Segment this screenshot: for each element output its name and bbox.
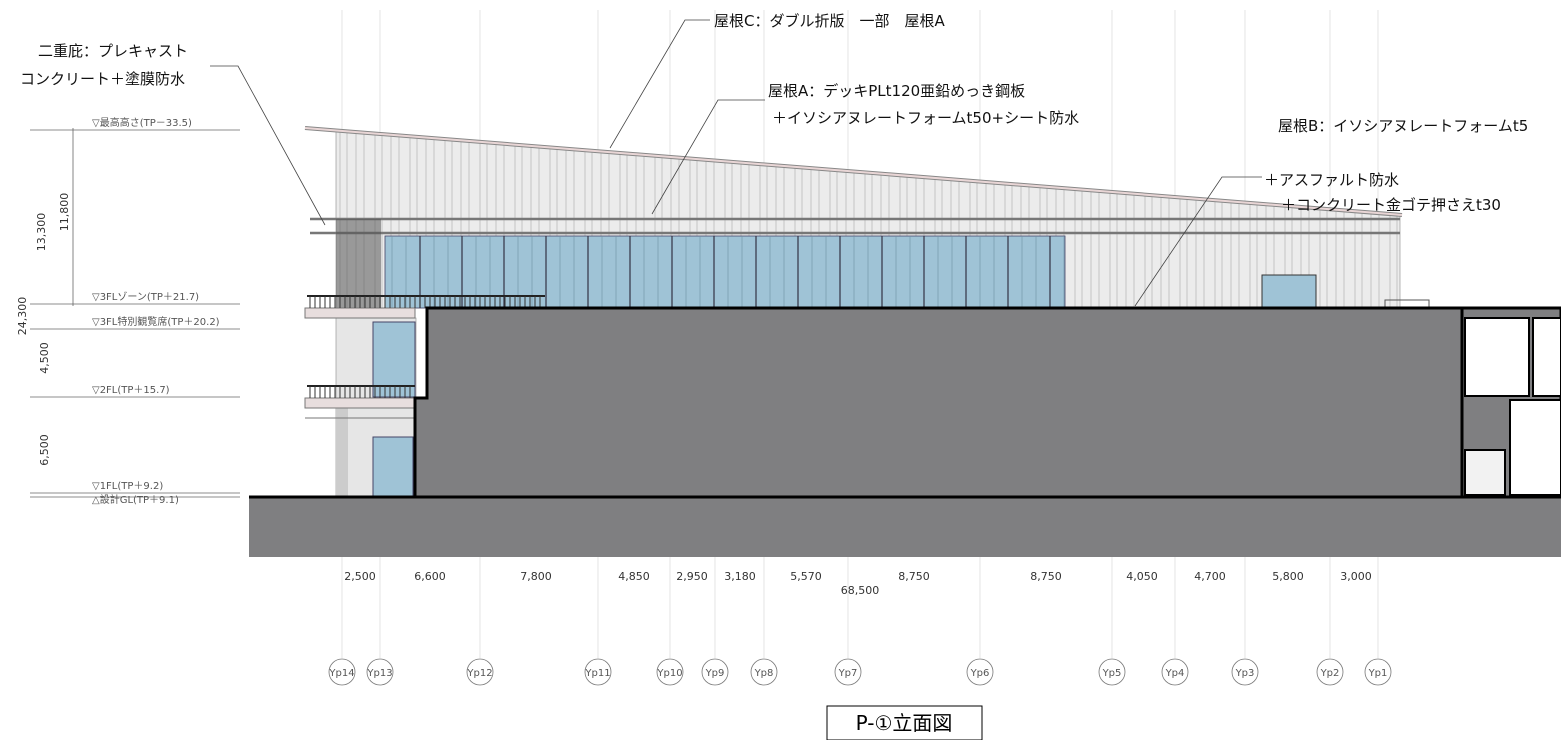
grid-bubble [1364, 658, 1392, 686]
grid-bubble [1161, 658, 1189, 686]
room [1532, 317, 1561, 397]
glazing [372, 321, 416, 398]
grid-label: Yp14 [328, 668, 354, 679]
slab [304, 307, 416, 319]
glazing [372, 436, 414, 498]
note: ＋イソシアヌレートフォームt50+シート防水 [772, 109, 1079, 127]
grid-label: Yp4 [1165, 668, 1185, 679]
grid-bubble [750, 658, 778, 686]
vertical-dimension: 4,500 [38, 342, 51, 374]
room [1464, 317, 1530, 397]
grid-label: Yp7 [838, 668, 858, 679]
grid-label: Yp13 [366, 668, 392, 679]
vertical-dimension: 6,500 [38, 434, 51, 466]
glazing [384, 235, 1066, 309]
slab [304, 397, 416, 409]
level-label: ▽2FL(TP＋15.7) [92, 385, 170, 396]
grid-bubble [328, 658, 356, 686]
horizontal-dimension: 8,750 [898, 570, 930, 583]
grid-label: Yp9 [705, 668, 725, 679]
title: P-①立面図 [856, 711, 953, 735]
level-label: ▽1FL(TP＋9.2) [92, 481, 163, 492]
room [1464, 449, 1506, 496]
horizontal-dimension: 2,500 [344, 570, 376, 583]
note: ＋コンクリート金ゴテ押さえt30 [1281, 196, 1501, 214]
grid-bubble [584, 658, 612, 686]
grid-bubble [466, 658, 494, 686]
grid-bubble [966, 658, 994, 686]
horizontal-dimension: 8,750 [1030, 570, 1062, 583]
grid-bubble [1231, 658, 1259, 686]
total-dimension: 68,500 [841, 584, 880, 597]
window [1261, 274, 1317, 309]
note: 屋根C：ダブル折版 一部 屋根A [714, 12, 945, 30]
horizontal-dimension: 6,600 [414, 570, 446, 583]
horizontal-dimension: 5,800 [1272, 570, 1304, 583]
vertical-dimension: 13,300 [35, 213, 48, 252]
grid-label: Yp6 [970, 668, 990, 679]
grid-bubble [701, 658, 729, 686]
roof-edge [304, 127, 1403, 216]
note: 屋根A：デッキPLt120亜鉛めっき鋼板 [768, 82, 1025, 100]
grid-bubble [1316, 658, 1344, 686]
horizontal-dimension: 3,180 [724, 570, 756, 583]
level-label: ▽最高高さ(TP－33.5) [92, 116, 192, 129]
building-mass [413, 306, 1464, 499]
room [1509, 399, 1561, 496]
level-label: △設計GL(TP＋9.1) [92, 493, 179, 506]
ground [249, 497, 1561, 557]
railing-posts [309, 296, 541, 398]
grid-label: Yp10 [656, 668, 682, 679]
level-lines [30, 128, 240, 498]
grid-bubble [366, 658, 394, 686]
grid-label: Yp3 [1235, 668, 1255, 679]
vertical-dimension: 24,300 [16, 297, 29, 336]
grid-bubble [1098, 658, 1126, 686]
level-label: ▽3FLゾーン(TP＋21.7) [92, 291, 199, 303]
grid-label: Yp11 [584, 668, 610, 679]
horizontal-dimension: 3,000 [1340, 570, 1372, 583]
horizontal-dimension: 4,700 [1194, 570, 1226, 583]
grid-label: Yp8 [754, 668, 774, 679]
horizontal-dimension: 2,950 [676, 570, 708, 583]
grid-bubble [834, 658, 862, 686]
title-box [826, 705, 983, 740]
stair-frame [336, 219, 381, 308]
horizontal-dimension: 5,570 [790, 570, 822, 583]
horizontal-dimension: 4,050 [1126, 570, 1158, 583]
note: ＋アスファルト防水 [1264, 171, 1399, 189]
grid-label: Yp12 [466, 668, 492, 679]
vertical-dimension: 11,800 [58, 193, 71, 232]
note: 屋根B：イソシアヌレートフォームt5 [1278, 117, 1528, 135]
grid-label: Yp2 [1320, 668, 1340, 679]
column [336, 408, 348, 497]
level-label: ▽3FL特別観覧席(TP＋20.2) [92, 315, 220, 328]
horizontal-dimension: 4,850 [618, 570, 650, 583]
horizontal-dimension: 7,800 [520, 570, 552, 583]
grid-bubble [656, 658, 684, 686]
note: 二重庇：プレキャスト [38, 42, 188, 60]
grid-label: Yp5 [1102, 668, 1122, 679]
grid-label: Yp1 [1368, 668, 1388, 679]
note: コンクリート＋塗膜防水 [20, 70, 185, 88]
leaders [210, 19, 1262, 307]
